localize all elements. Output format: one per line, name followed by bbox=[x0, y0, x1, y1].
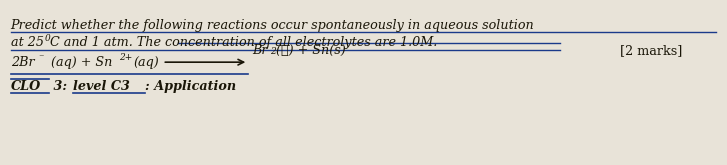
Text: (aq) + Sn: (aq) + Sn bbox=[47, 56, 112, 69]
Text: Predict whether the following reactions occur spontaneously in aqueous solution: Predict whether the following reactions … bbox=[11, 18, 534, 32]
Text: (ℓ) + Sn(s): (ℓ) + Sn(s) bbox=[276, 44, 346, 57]
Text: 0: 0 bbox=[44, 34, 50, 43]
Text: (aq): (aq) bbox=[134, 56, 159, 69]
Text: [2 marks]: [2 marks] bbox=[619, 44, 682, 57]
Text: 3:: 3: bbox=[49, 80, 71, 93]
Text: at 25: at 25 bbox=[11, 36, 44, 49]
Text: C and 1 atm. The concentration of all electrolytes are 1.0M.: C and 1 atm. The concentration of all el… bbox=[49, 36, 437, 49]
Text: 2+: 2+ bbox=[119, 53, 133, 62]
Text: Br: Br bbox=[252, 44, 268, 57]
Text: 2Br: 2Br bbox=[11, 56, 34, 69]
Text: 2: 2 bbox=[270, 47, 276, 56]
Text: level C3: level C3 bbox=[73, 80, 129, 93]
Text: : Application: : Application bbox=[145, 80, 236, 93]
Text: ⁻: ⁻ bbox=[39, 53, 44, 62]
Text: CLO: CLO bbox=[11, 80, 41, 93]
